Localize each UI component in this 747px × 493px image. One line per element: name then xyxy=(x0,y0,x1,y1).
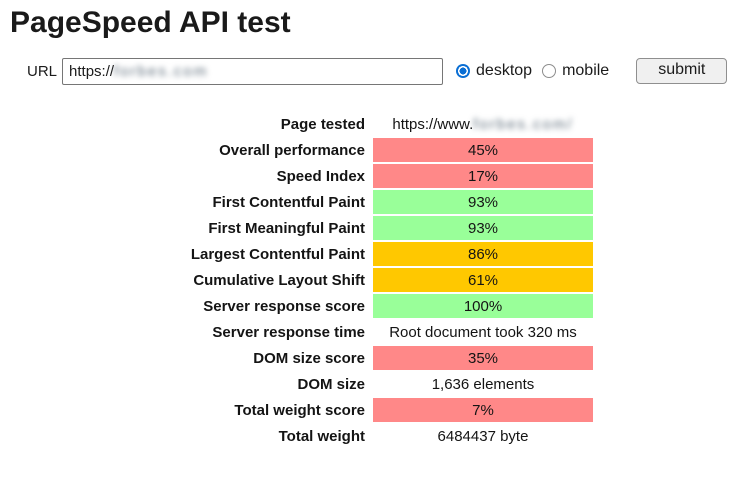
row-value: 6484437 byte xyxy=(437,427,529,445)
url-value-visible: https:// xyxy=(69,62,115,80)
table-row: First Meaningful Paint 93% xyxy=(147,216,593,240)
row-label: Overall performance xyxy=(219,141,365,159)
row-label: Cumulative Layout Shift xyxy=(193,271,365,289)
url-form: URL https://forbes.com desktop mobile su… xyxy=(27,57,747,85)
table-row: Server response time Root document took 3… xyxy=(147,320,593,344)
url-input[interactable]: https://forbes.com xyxy=(62,57,444,85)
row-label: First Meaningful Paint xyxy=(208,219,365,237)
table-row: DOM size score 35% xyxy=(147,346,593,370)
table-row: Page tested https://www.forbes.com/ xyxy=(147,112,593,136)
row-label: Total weight score xyxy=(234,401,365,419)
row-label: DOM size xyxy=(297,375,365,393)
results-table: Page tested https://www.forbes.com/Overal… xyxy=(145,110,595,450)
row-value: https://www.forbes.com/ xyxy=(373,112,593,136)
row-value: 100% xyxy=(373,294,593,318)
url-value-blurred: forbes.com xyxy=(114,62,209,80)
row-value: 61% xyxy=(373,268,593,292)
row-label: Speed Index xyxy=(276,167,365,185)
row-label: Total weight xyxy=(278,427,365,445)
table-row: Overall performance 45% xyxy=(147,138,593,162)
table-row: First Contentful Paint 93% xyxy=(147,190,593,214)
table-row: Cumulative Layout Shift 61% xyxy=(147,268,593,292)
row-label: First Contentful Paint xyxy=(212,193,366,211)
page-title: PageSpeed API test xyxy=(10,6,291,39)
row-value-blurred: forbes.com/ xyxy=(473,115,574,133)
mobile-radio[interactable] xyxy=(542,64,557,78)
row-label: Page tested xyxy=(280,115,365,133)
submit-button[interactable]: submit xyxy=(636,58,728,84)
row-value: 93% xyxy=(373,190,593,214)
row-value: 7% xyxy=(373,398,593,422)
url-label: URL xyxy=(27,62,58,80)
row-value: 45% xyxy=(373,138,593,162)
row-value: 93% xyxy=(373,216,593,240)
table-row: Speed Index 17% xyxy=(147,164,593,188)
strategy-radio-group: desktop mobile xyxy=(456,62,609,80)
table-row: Largest Contentful Paint 86% xyxy=(147,242,593,266)
results-table-body: Page tested https://www.forbes.com/Overal… xyxy=(147,112,593,448)
mobile-radio-label[interactable]: mobile xyxy=(562,62,610,79)
desktop-radio[interactable] xyxy=(456,64,471,78)
table-row: Total weight score 7% xyxy=(147,398,593,422)
table-row: Total weight 6484437 byte xyxy=(147,424,593,448)
row-label: DOM size score xyxy=(253,349,365,367)
row-value: 17% xyxy=(373,164,593,188)
desktop-radio-label[interactable]: desktop xyxy=(476,62,533,79)
row-value-visible: https://www. xyxy=(392,115,474,133)
row-label: Largest Contentful Paint xyxy=(190,245,365,263)
row-label: Server response time xyxy=(212,323,365,341)
row-value: 35% xyxy=(373,346,593,370)
table-row: DOM size 1,636 elements xyxy=(147,372,593,396)
table-row: Server response score 100% xyxy=(147,294,593,318)
row-value: Root document took 320 ms xyxy=(389,323,577,341)
row-label: Server response score xyxy=(203,297,365,315)
row-value: 1,636 elements xyxy=(431,375,535,393)
row-value: 86% xyxy=(373,242,593,266)
